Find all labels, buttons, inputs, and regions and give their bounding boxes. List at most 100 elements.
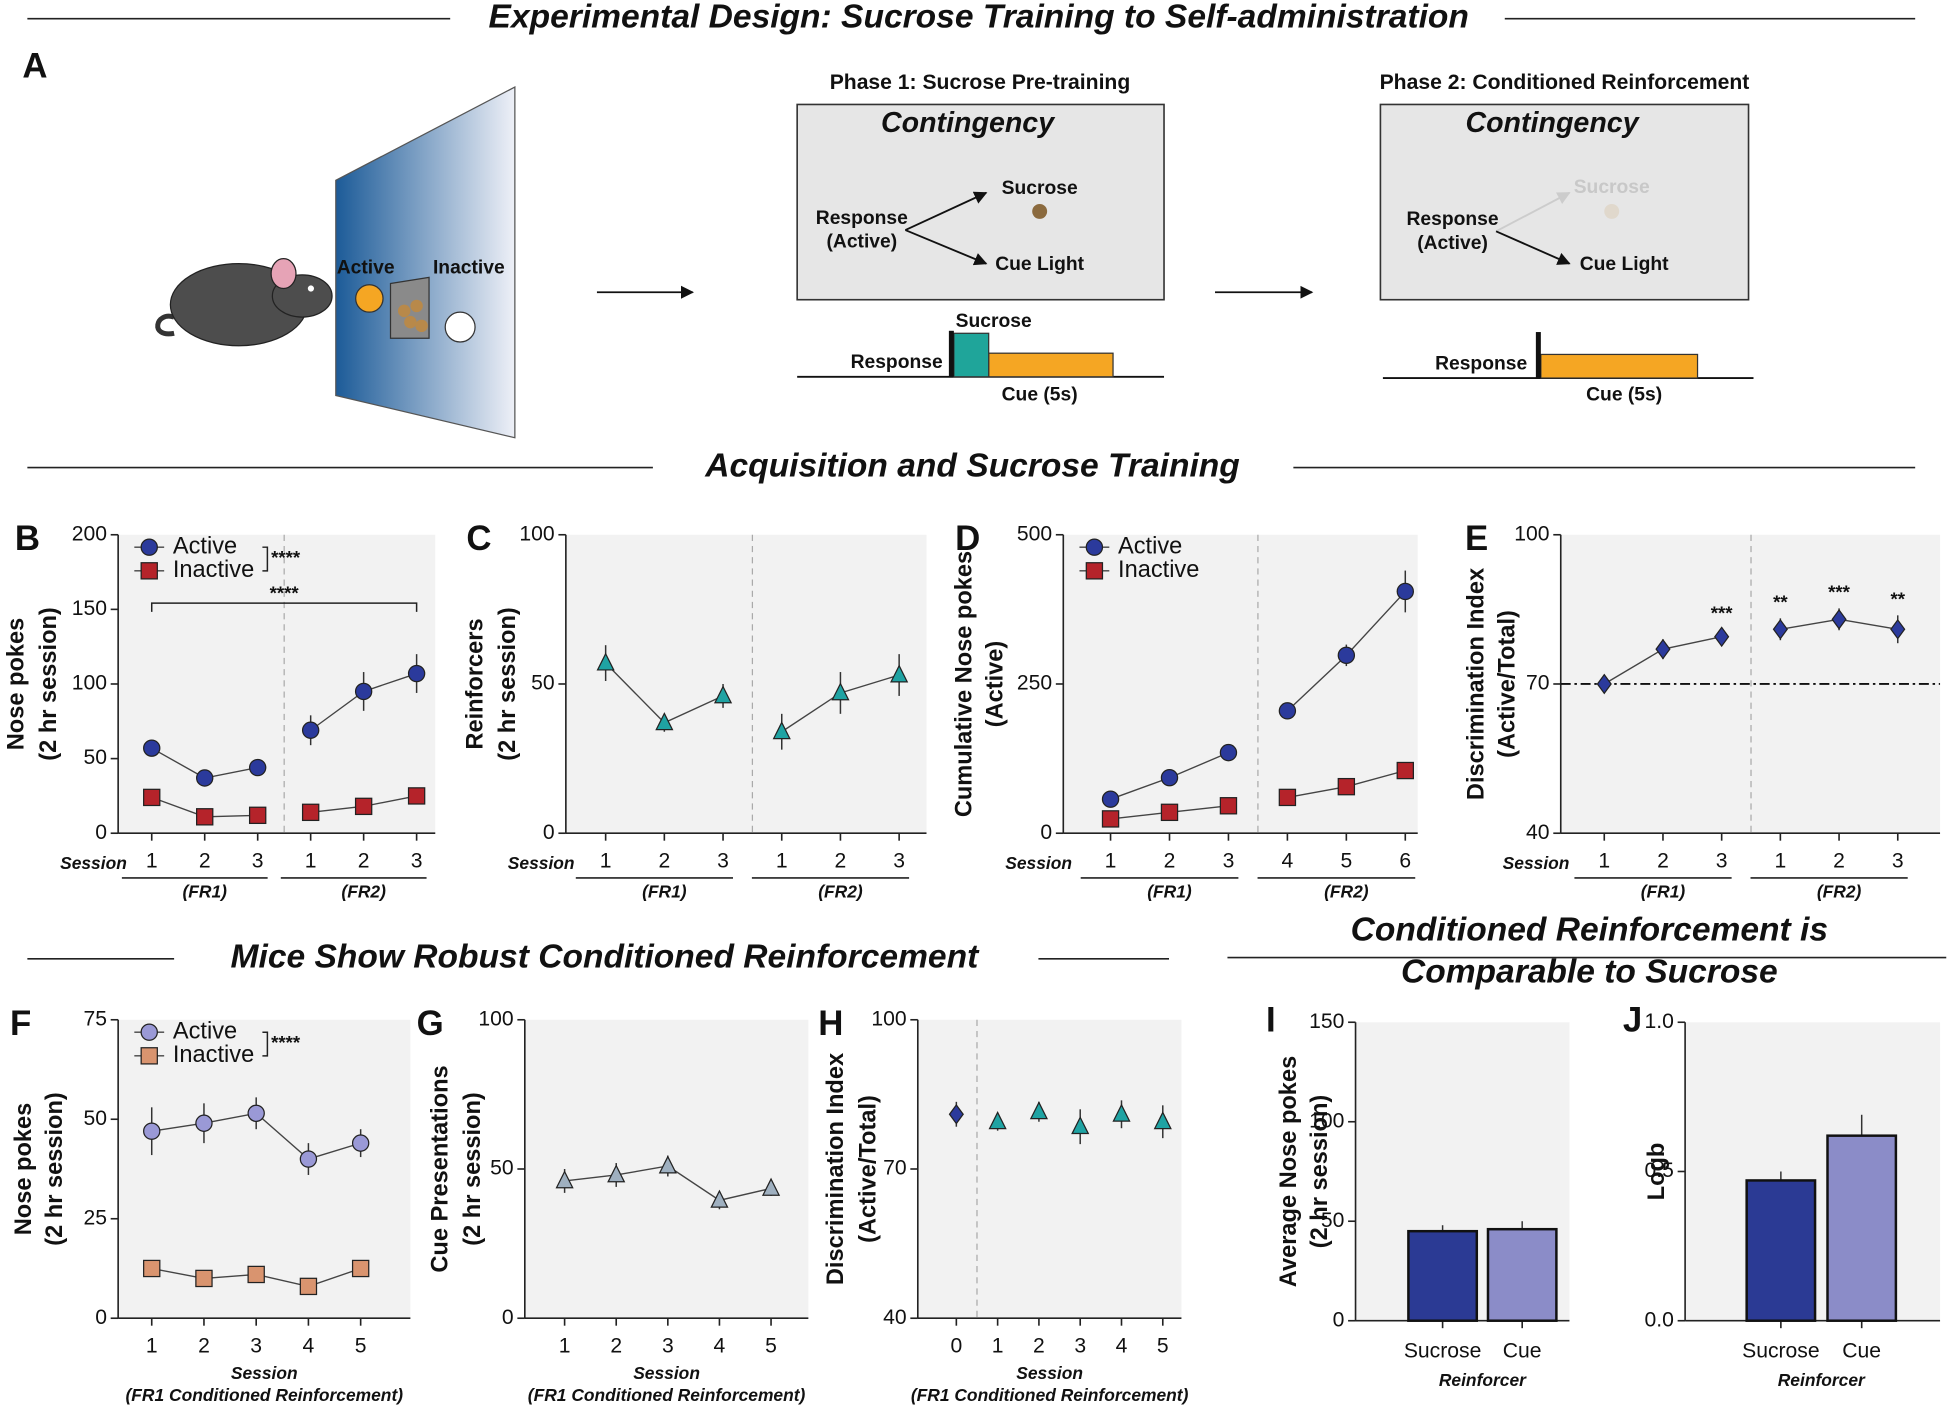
x-axis-label: Session <box>1016 1363 1083 1383</box>
phase-title: Phase 1: Sucrose Pre-training <box>830 71 1131 94</box>
y-axis-label: Nose pokes <box>4 618 30 751</box>
significance: ** <box>1891 588 1906 609</box>
bar <box>1826 1134 1898 1322</box>
timeline-label: Cue (5s) <box>1002 385 1078 406</box>
data-point <box>1396 761 1414 780</box>
legend-marker <box>140 562 158 580</box>
data-point <box>555 1170 574 1189</box>
data-point <box>143 788 161 807</box>
timeline-label: Sucrose <box>956 311 1032 332</box>
group-label: (FR2) <box>341 882 386 902</box>
data-point <box>1112 1103 1131 1122</box>
y-tick-label: 0 <box>95 821 107 844</box>
legend-marker <box>140 1047 158 1065</box>
y-tick-label: 70 <box>1526 672 1550 695</box>
data-point <box>301 721 320 739</box>
x-tick-label: 1 <box>992 1334 1004 1357</box>
y-axis-label: (2 hr session) <box>1307 1095 1333 1249</box>
response-mark <box>948 330 954 377</box>
response-label: Response <box>816 208 908 229</box>
x-tick-label: Sucrose <box>1742 1339 1820 1362</box>
outcome-label: Cue Light <box>1580 254 1669 275</box>
panel-letter: J <box>1623 1000 1642 1039</box>
legend-marker <box>140 1023 158 1041</box>
contingency-arrow <box>1495 191 1571 233</box>
data-point <box>1278 702 1297 720</box>
cue-bar <box>988 352 1114 378</box>
legend-bracket <box>262 546 269 572</box>
data-point <box>1029 1101 1049 1120</box>
x-axis-label: Reinforcer <box>1439 1370 1527 1390</box>
x-tick-label: 3 <box>717 849 729 872</box>
x-axis-label: (FR1 Conditioned Reinforcement) <box>528 1385 806 1405</box>
x-axis-label: Session <box>1005 853 1072 873</box>
data-point <box>710 1189 729 1208</box>
data-point <box>1278 788 1297 807</box>
data-point <box>658 1155 677 1174</box>
timeline-label: Response <box>851 352 943 373</box>
panel-letter: H <box>818 1004 843 1043</box>
phase-title: Phase 2: Conditioned Reinforcement <box>1380 71 1750 94</box>
x-tick-label: 3 <box>1223 849 1235 872</box>
legend-label: Inactive <box>1118 557 1199 583</box>
y-axis-label: Average Nose pokes <box>1276 1056 1302 1287</box>
comparison-bracket <box>150 602 418 612</box>
x-tick-label: 5 <box>1340 849 1352 872</box>
data-point <box>948 1103 964 1125</box>
legend-label: Inactive <box>173 557 254 583</box>
legend-label: Active <box>1118 533 1182 559</box>
data-point <box>1160 769 1179 787</box>
group-label: (FR1) <box>642 882 687 902</box>
data-point <box>1337 777 1356 796</box>
y-tick-label: 40 <box>1526 821 1550 844</box>
x-tick-label: 6 <box>1399 849 1411 872</box>
y-axis-label: Cue Presentations <box>428 1065 454 1272</box>
group-label: (FR1) <box>1147 882 1192 902</box>
y-tick-label: 0 <box>1333 1308 1345 1331</box>
data-point <box>1160 803 1179 822</box>
data-point <box>195 1269 213 1288</box>
panel-letter: C <box>466 519 491 558</box>
y-tick-label: 200 <box>72 522 107 545</box>
panel-letter: A <box>22 47 47 86</box>
section-heading: Comparable to Sucrose <box>1401 954 1778 991</box>
x-tick-label: 1 <box>146 1334 158 1357</box>
data-point <box>988 1111 1007 1130</box>
group-label: (FR2) <box>1324 882 1369 902</box>
group-label: (FR1) <box>1641 882 1686 902</box>
pellet <box>415 319 428 333</box>
significance: *** <box>1711 602 1734 623</box>
x-tick-label: 3 <box>252 849 264 872</box>
legend-marker <box>1085 538 1104 556</box>
active-port <box>355 284 384 313</box>
y-axis-label: Discrimination Index <box>1464 568 1490 800</box>
y-axis-label: Cumulative Nose pokes <box>951 551 977 817</box>
response-mark <box>1535 332 1541 379</box>
y-tick-label: 50 <box>490 1157 514 1180</box>
mouse-eye <box>307 285 315 292</box>
data-point <box>351 1259 370 1278</box>
y-tick-label: 0.5 <box>1645 1159 1674 1182</box>
x-tick-label: 2 <box>835 849 847 872</box>
panel-letter: G <box>417 1004 444 1043</box>
panel-letter: F <box>10 1004 31 1043</box>
data-point <box>407 664 426 683</box>
bar <box>1486 1227 1558 1322</box>
y-axis-label: (2 hr session) <box>36 607 62 761</box>
y-tick-label: 100 <box>871 1007 906 1030</box>
pellet <box>397 304 411 318</box>
y-tick-label: 100 <box>519 522 554 545</box>
data-point <box>1772 618 1788 640</box>
x-tick-label: 1 <box>1774 849 1786 872</box>
x-tick-label: 2 <box>1657 849 1669 872</box>
y-tick-label: 0.0 <box>1645 1308 1674 1331</box>
significance: **** <box>270 582 300 603</box>
y-tick-label: 50 <box>83 746 107 769</box>
y-tick-label: 100 <box>72 672 107 695</box>
x-tick-label: 1 <box>776 849 788 872</box>
y-tick-label: 50 <box>1321 1209 1345 1232</box>
x-tick-label: 5 <box>1157 1334 1169 1357</box>
x-tick-label: 4 <box>303 1334 315 1357</box>
sucrose-bar <box>953 332 990 378</box>
legend-label: Active <box>173 1018 237 1044</box>
